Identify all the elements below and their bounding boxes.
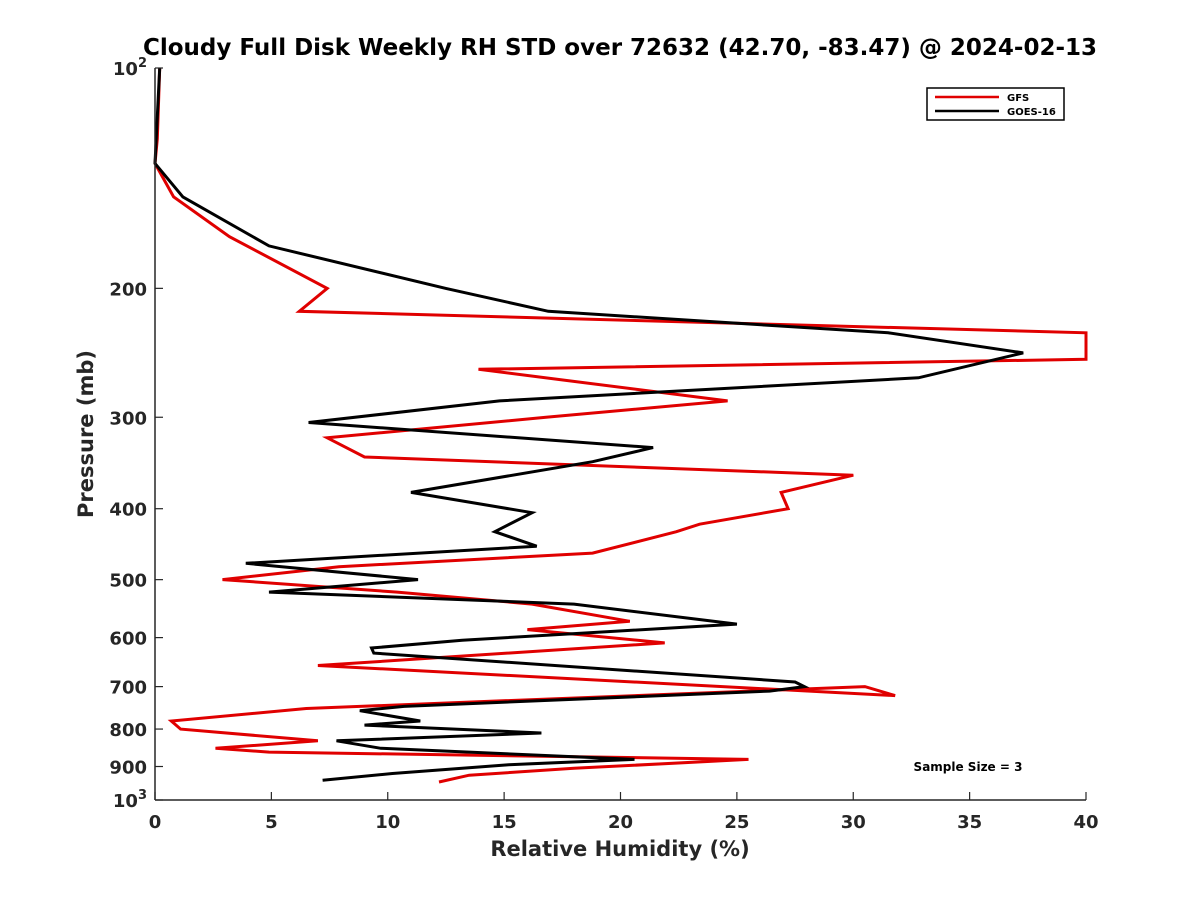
y-axis-label: Pressure (mb) — [74, 350, 98, 518]
y-tick-label: 102 — [113, 56, 147, 80]
y-tick-label: 500 — [109, 571, 147, 592]
y-tick-label: 300 — [109, 408, 147, 429]
sample-size-annotation: Sample Size = 3 — [914, 760, 1023, 774]
legend-label: GFS — [1007, 93, 1029, 104]
y-tick-label: 200 — [109, 279, 147, 300]
chart-title: Cloudy Full Disk Weekly RH STD over 7263… — [143, 35, 1097, 61]
x-tick-layer: 0 5 10 15 20 25 30 35 40 — [149, 792, 1099, 833]
x-tick-label: 0 — [149, 812, 162, 833]
x-tick-label: 30 — [841, 812, 866, 833]
y-tick-label: 103 — [113, 788, 147, 812]
x-tick-label: 40 — [1073, 812, 1098, 833]
series-line-gfs — [153, 67, 1088, 784]
series-line-goes-16 — [153, 67, 1024, 782]
y-tick-label: 800 — [109, 720, 147, 741]
legend: GFS GOES-16 — [926, 87, 1065, 121]
x-tick-label: 10 — [375, 812, 400, 833]
y-tick-label: 900 — [109, 758, 147, 779]
y-tick-label: 400 — [109, 500, 147, 521]
y-tick-label: 700 — [109, 678, 147, 699]
x-tick-label: 5 — [265, 812, 278, 833]
legend-box — [926, 87, 1065, 121]
x-tick-label: 35 — [957, 812, 982, 833]
x-tick-label: 15 — [492, 812, 517, 833]
x-tick-label: 25 — [724, 812, 749, 833]
plot-area — [155, 68, 1086, 800]
x-axis-label: Relative Humidity (%) — [490, 837, 749, 861]
y-tick-label: 600 — [109, 629, 147, 650]
series-layer — [153, 67, 1088, 784]
y-tick-layer: 102 200 300 400 500 600 700 800 900 103 — [109, 56, 163, 812]
x-tick-label: 20 — [608, 812, 633, 833]
legend-label: GOES-16 — [1007, 107, 1056, 118]
